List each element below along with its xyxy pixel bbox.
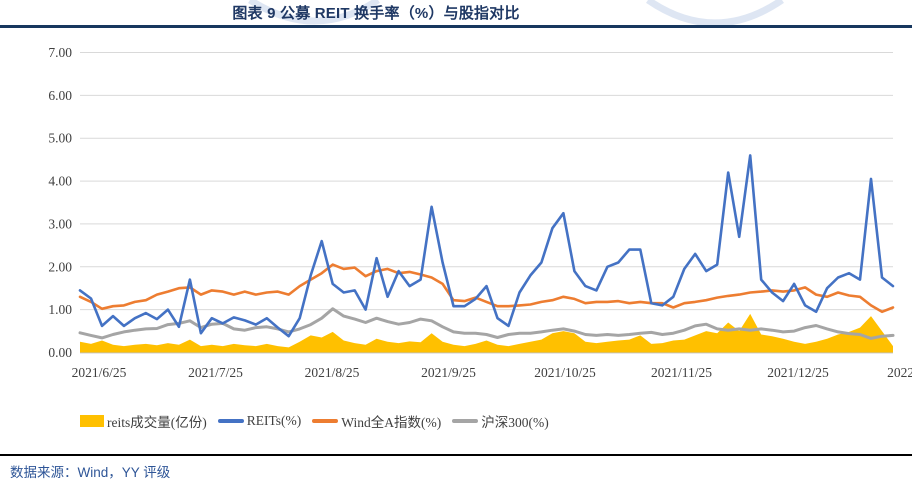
title-underline-rule <box>0 25 912 28</box>
x-axis-tick-label: 2021/9/25 <box>421 365 476 380</box>
footer-divider-rule <box>0 454 912 456</box>
y-axis-tick-label: 7.00 <box>48 45 72 60</box>
chart-title: 图表 9 公募 REIT 换手率（%）与股指对比 <box>232 5 520 22</box>
x-axis-tick-label: 2021/6/25 <box>72 365 127 380</box>
legend-label: Wind全A指数(%) <box>341 415 442 430</box>
y-axis-tick-label: 3.00 <box>48 216 72 231</box>
line-swatch-icon <box>217 418 244 424</box>
data-source-note: 数据来源：Wind，YY 评级 <box>10 465 171 480</box>
legend-item-hs300: 沪深300(%) <box>452 411 549 431</box>
line-swatch-icon <box>452 418 479 424</box>
x-axis-tick-label: 2022/1/25 <box>887 365 912 380</box>
y-axis-tick-label: 5.00 <box>48 131 72 146</box>
y-axis-tick-label: 4.00 <box>48 174 72 189</box>
area-swatch-icon <box>80 415 104 427</box>
legend-item-wind-all-a: Wind全A指数(%) <box>312 411 441 431</box>
watermark-arcs-icon <box>248 0 784 27</box>
y-axis-tick-label: 6.00 <box>48 88 72 103</box>
y-axis-tick-label: 1.00 <box>48 302 72 317</box>
series-line-wind-all-a <box>78 263 895 314</box>
gridlines <box>80 52 893 354</box>
chart-legend: reits成交量(亿份) REITs(%) Wind全A指数(%) 沪深300(… <box>80 411 549 431</box>
y-axis-tick-label: 2.00 <box>48 259 72 274</box>
x-axis-tick-label: 2021/11/25 <box>651 365 712 380</box>
x-axis-tick-label: 2021/8/25 <box>305 365 360 380</box>
legend-item-reits-volume: reits成交量(亿份) <box>80 411 207 431</box>
x-axis-tick-label: 2021/7/25 <box>188 365 243 380</box>
series-line-reits-pct <box>78 154 895 338</box>
legend-label: 沪深300(%) <box>481 415 549 430</box>
x-axis-tick-label: 2021/12/25 <box>767 365 829 380</box>
legend-label: reits成交量(亿份) <box>107 415 207 430</box>
x-axis-tick-labels: 2021/6/25 2021/7/25 2021/8/25 2021/9/25 2021… <box>72 365 912 380</box>
y-axis-tick-labels: 0.00 1.00 2.00 3.00 4.00 5.00 6.00 7.00 <box>48 45 72 360</box>
x-axis-tick-label: 2021/10/25 <box>534 365 596 380</box>
series-area-reits-volume <box>80 313 893 353</box>
chart-header: 图表 9 公募 REIT 换手率（%）与股指对比 <box>0 2 912 23</box>
legend-item-reits-pct: REITs(%) <box>217 413 302 429</box>
line-swatch-icon <box>312 418 339 424</box>
y-axis-tick-label: 0.00 <box>48 345 72 360</box>
legend-label: REITs(%) <box>246 413 302 428</box>
series-line-hs300 <box>78 307 895 340</box>
